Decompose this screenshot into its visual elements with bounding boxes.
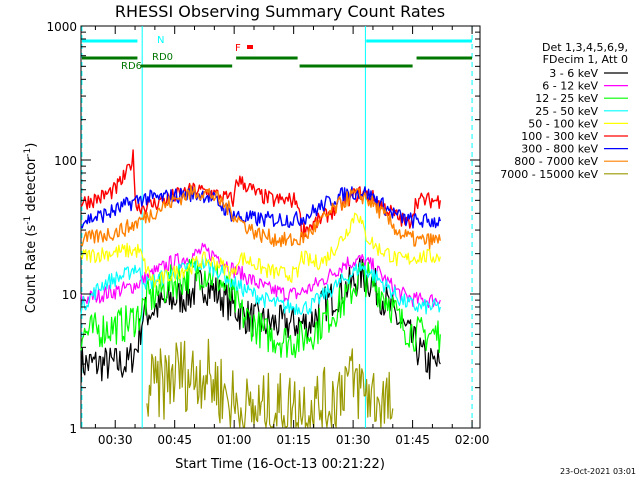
axis-ticks: 00:30 00:45 01:00 01:15 01:30 01:45 02:00 1 10 10… (46, 20, 489, 447)
y-tick-label-2: 100 (54, 154, 77, 168)
x-tick-label-5: 01:45 (395, 433, 430, 447)
series-line-6 (80, 186, 441, 229)
legend: Det 1,3,4,5,6,9, FDecim 1, Att 0 3 - 6 k… (500, 41, 628, 181)
y-tick-label-0: 1 (69, 422, 77, 436)
legend-label-5: 100 - 300 keV (521, 130, 598, 143)
series-line-4 (80, 212, 441, 288)
y-tick-label-1: 10 (62, 288, 77, 302)
y-axis-label-sup1: -1 (23, 216, 33, 225)
x-tick-label-2: 01:00 (217, 433, 252, 447)
x-tick-label-6: 02:00 (455, 433, 490, 447)
series-line-1 (80, 242, 441, 308)
y-axis-label-sup2: -1 (23, 148, 33, 157)
series-line-0 (80, 257, 441, 383)
x-tick-label-4: 01:30 (336, 433, 371, 447)
plot-area: N F RD0 RD6 (80, 25, 481, 429)
series-line-3 (80, 256, 441, 316)
chart-title: RHESSI Observing Summary Count Rates (115, 2, 445, 21)
legend-label-8: 7000 - 15000 keV (500, 168, 598, 181)
legend-label-4: 50 - 100 keV (528, 117, 598, 130)
y-axis-label-main: Count Rate (s (24, 225, 39, 314)
x-tick-label-3: 01:15 (276, 433, 311, 447)
series-line-7 (80, 184, 441, 250)
legend-label-3: 25 - 50 keV (535, 105, 598, 118)
marker-label-rd6: RD6 (121, 61, 142, 72)
plot-frame (80, 25, 481, 429)
legend-label-2: 12 - 25 keV (535, 92, 598, 105)
series-line-2 (80, 258, 441, 359)
series-line-8 (146, 338, 394, 428)
marker-label-rd0: RD0 (152, 52, 173, 63)
marker-label-n: N (157, 35, 164, 46)
y-tick-label-3: 1000 (46, 20, 77, 34)
marker-label-f: F (235, 43, 241, 54)
y-axis-label-mid: detector (24, 156, 39, 216)
flare-marker-block (247, 45, 253, 49)
y-axis-label: Count Rate (s-1 detector-1) (23, 143, 39, 314)
legend-header-1: Det 1,3,4,5,6,9, (542, 41, 628, 54)
legend-label-6: 300 - 800 keV (521, 143, 598, 156)
legend-header-2: FDecim 1, Att 0 (543, 53, 628, 66)
x-tick-label-1: 00:45 (157, 433, 192, 447)
legend-label-0: 3 - 6 keV (549, 67, 598, 80)
timestamp: 23-Oct-2021 03:01 (560, 467, 636, 476)
x-tick-label-0: 00:30 (98, 433, 133, 447)
legend-label-1: 6 - 12 keV (542, 80, 598, 93)
legend-label-7: 800 - 7000 keV (514, 155, 598, 168)
x-axis-label: Start Time (16-Oct-13 00:21:22) (175, 457, 385, 472)
y-axis-label-end: ) (24, 143, 39, 148)
